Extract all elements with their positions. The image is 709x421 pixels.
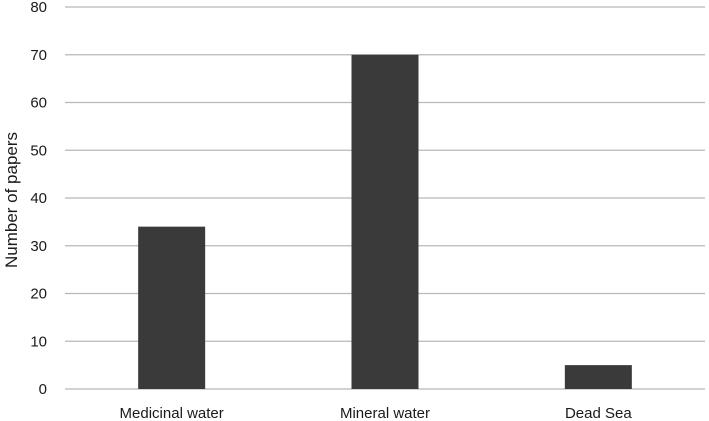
y-tick-label-0: 0	[39, 381, 47, 398]
y-tick-label-50: 50	[30, 142, 47, 159]
bar-mineral-water	[351, 54, 419, 389]
x-tick-label-mineral-water: Mineral water	[340, 405, 430, 421]
y-tick-label-40: 40	[30, 190, 47, 207]
y-tick-label-10: 10	[30, 333, 47, 350]
bar-medicinal-water	[138, 226, 206, 389]
x-axis-tick-labels: Medicinal water Mineral water Dead Sea	[120, 405, 633, 421]
y-axis-title: Number of papers	[2, 132, 21, 268]
y-tick-label-60: 60	[30, 95, 47, 112]
x-tick-label-medicinal-water: Medicinal water	[120, 405, 224, 421]
y-tick-label-70: 70	[30, 47, 47, 64]
y-tick-label-20: 20	[30, 286, 47, 303]
y-tick-label-80: 80	[30, 0, 47, 16]
bar-dead-sea	[564, 365, 632, 389]
bars	[138, 54, 632, 389]
y-axis-tick-labels: 0 10 20 30 40 50 60 70 80	[30, 0, 47, 398]
y-tick-label-30: 30	[30, 238, 47, 255]
x-tick-label-dead-sea: Dead Sea	[565, 405, 632, 421]
